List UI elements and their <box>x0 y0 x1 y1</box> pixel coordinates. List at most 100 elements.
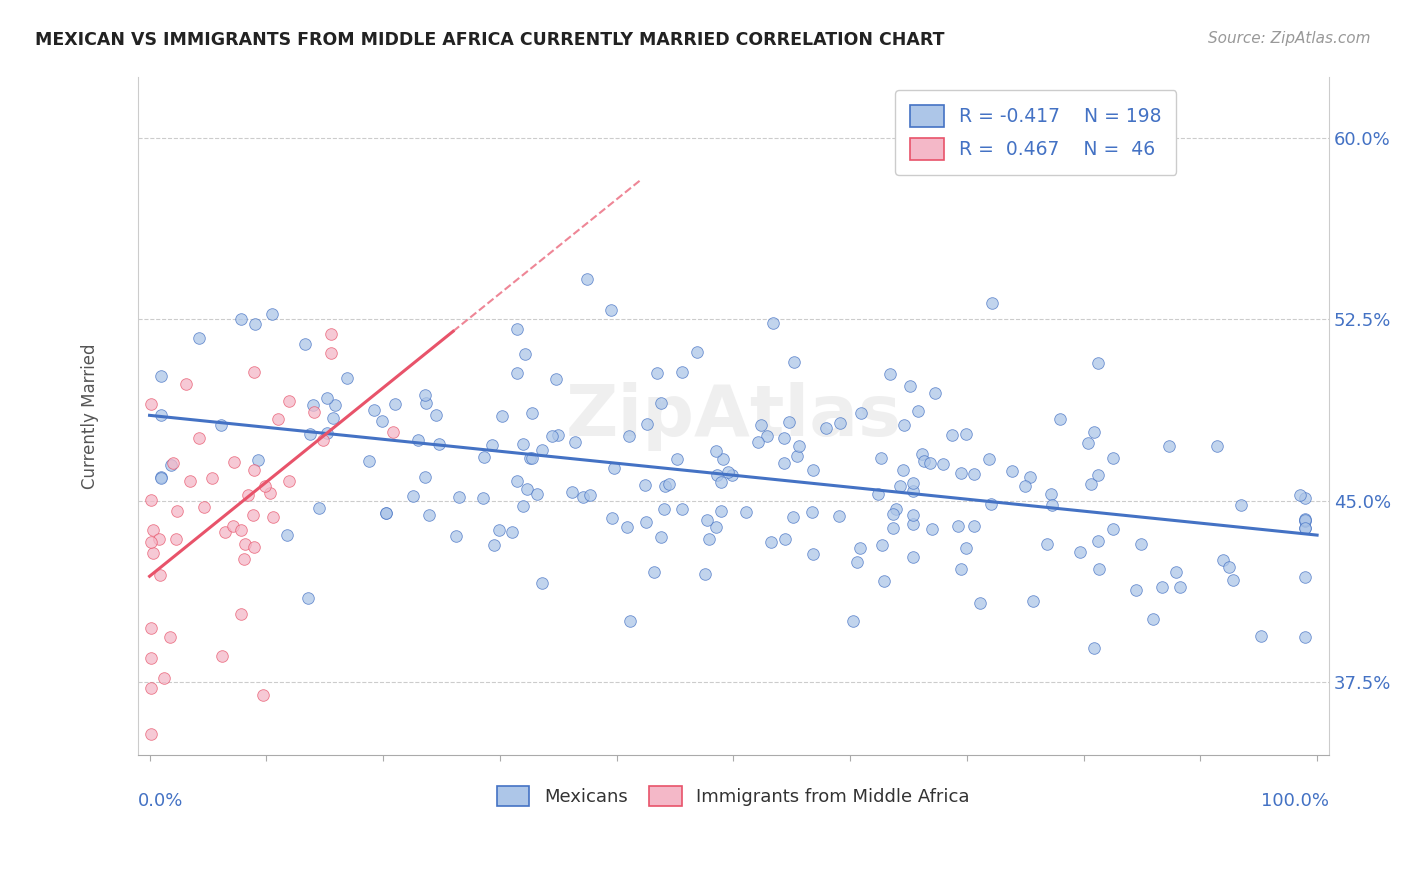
Point <box>491 409 513 423</box>
Point <box>717 465 740 479</box>
Point <box>1142 612 1164 626</box>
Point <box>1022 594 1045 608</box>
Point <box>969 596 991 610</box>
Point <box>1294 513 1316 527</box>
Point <box>139 397 162 411</box>
Point <box>336 371 359 385</box>
Point <box>901 476 924 491</box>
Point <box>231 607 253 621</box>
Point <box>266 411 288 425</box>
Point <box>166 504 188 518</box>
Point <box>188 431 211 445</box>
Point <box>1080 476 1102 491</box>
Point <box>232 552 254 566</box>
Point <box>413 388 436 402</box>
Point <box>238 488 260 502</box>
Point <box>950 466 973 480</box>
Point <box>277 474 299 488</box>
Text: ZipAtlas: ZipAtlas <box>565 382 901 450</box>
Point <box>308 501 330 516</box>
Text: Source: ZipAtlas.com: Source: ZipAtlas.com <box>1208 31 1371 46</box>
Point <box>179 474 201 488</box>
Point <box>506 474 529 488</box>
Point <box>245 317 267 331</box>
Point <box>233 537 256 551</box>
Point <box>1250 629 1272 643</box>
Point <box>142 546 165 560</box>
Point <box>773 431 796 445</box>
Point <box>139 622 162 636</box>
Point <box>619 428 641 442</box>
Point <box>316 391 339 405</box>
Point <box>1088 562 1111 576</box>
Point <box>229 311 252 326</box>
Point <box>413 469 436 483</box>
Point <box>643 565 665 579</box>
Point <box>294 337 316 351</box>
Point <box>696 513 718 527</box>
Point <box>1157 438 1180 452</box>
Point <box>828 508 851 523</box>
Point <box>950 561 973 575</box>
Point <box>697 532 720 546</box>
Point <box>297 591 319 605</box>
Point <box>882 507 904 521</box>
Point <box>139 681 162 695</box>
Point <box>160 458 183 472</box>
Point <box>901 508 924 522</box>
Point <box>520 450 543 465</box>
Point <box>1294 521 1316 535</box>
Point <box>242 365 264 379</box>
Point <box>315 426 337 441</box>
Point <box>882 521 904 535</box>
Point <box>879 368 901 382</box>
Point <box>150 470 173 484</box>
Point <box>1035 537 1057 551</box>
Point <box>868 487 890 501</box>
Point <box>231 523 253 537</box>
Point <box>912 454 935 468</box>
Point <box>1001 464 1024 478</box>
Point <box>259 486 281 500</box>
Point <box>425 408 447 422</box>
Point <box>786 449 808 463</box>
Point <box>654 479 676 493</box>
Point <box>174 376 197 391</box>
Point <box>418 508 440 522</box>
Point <box>710 475 733 489</box>
Point <box>845 555 868 569</box>
Point <box>1087 533 1109 548</box>
Point <box>531 575 554 590</box>
Point <box>658 476 681 491</box>
Point <box>302 405 325 419</box>
Point <box>253 478 276 492</box>
Point <box>384 397 406 411</box>
Point <box>893 417 915 432</box>
Point <box>298 427 321 442</box>
Point <box>848 541 870 555</box>
Point <box>209 418 232 433</box>
Point <box>650 396 672 410</box>
Point <box>1230 499 1253 513</box>
Point <box>252 688 274 702</box>
Point <box>1101 522 1123 536</box>
Point <box>276 528 298 542</box>
Point <box>980 497 1002 511</box>
Point <box>516 483 538 497</box>
Point <box>201 471 224 485</box>
Point <box>188 331 211 345</box>
Point <box>1294 512 1316 526</box>
Point <box>381 425 404 439</box>
Point <box>924 386 946 401</box>
Point <box>224 455 246 469</box>
Text: 100.0%: 100.0% <box>1261 792 1329 810</box>
Point <box>406 433 429 447</box>
Point <box>541 428 564 442</box>
Point <box>1125 583 1147 598</box>
Point <box>375 507 398 521</box>
Point <box>139 650 162 665</box>
Point <box>704 444 727 458</box>
Point <box>211 648 233 663</box>
Point <box>165 532 187 546</box>
Point <box>616 520 638 534</box>
